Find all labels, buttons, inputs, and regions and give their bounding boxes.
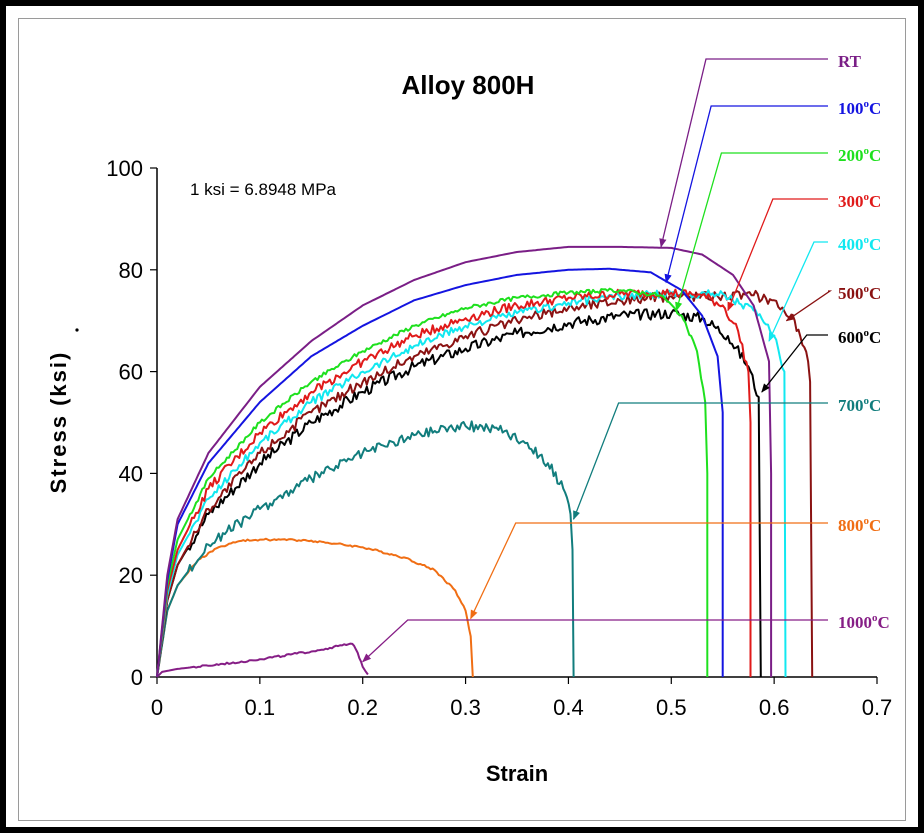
legend-label-300°C: 300oC [838, 191, 881, 211]
x-tick-label: 0.5 [656, 695, 687, 720]
chart-area-border [18, 18, 906, 821]
y-tick-label: 20 [119, 563, 143, 588]
legend-label-1000°C: 1000oC [838, 612, 890, 632]
y-tick-label: 0 [131, 665, 143, 690]
x-tick-label: 0.6 [759, 695, 790, 720]
legend-arrow-600°C [761, 334, 828, 393]
y-tick-label: 100 [106, 156, 143, 181]
axes: 0 20 40 60 80 100 0 0.1 0.2 0.3 0.4 0.5 0.6 0.7 [106, 156, 892, 720]
x-tick-label: 0.2 [347, 695, 378, 720]
y-tick-label: 80 [119, 258, 143, 283]
legend-arrow-800°C [470, 522, 828, 620]
legend-label-500°C: 500oC [838, 283, 881, 303]
series-line-800°C [156, 537, 474, 678]
series-line-1000°C [156, 642, 369, 678]
legend-label-800°C: 800oC [838, 515, 881, 535]
y-axis-label: Stress (ksi) [46, 351, 71, 494]
x-tick-label: 0.7 [862, 695, 893, 720]
y-tick-label: 60 [119, 360, 143, 385]
legend-label-400°C: 400oC [838, 234, 881, 254]
series-line-RT [156, 245, 773, 678]
x-tick-label: 0.3 [450, 695, 481, 720]
legend-label-700°C: 700oC [838, 395, 881, 415]
legend-arrow-700°C [572, 402, 828, 521]
x-tick-label: 0.4 [553, 695, 584, 720]
legend-arrow-200°C [675, 152, 828, 312]
x-axis-label: Strain [486, 761, 548, 786]
conversion-note: 1 ksi = 6.8948 MPa [190, 180, 337, 199]
series-line-100°C [156, 267, 724, 678]
y-tick-label: 40 [119, 461, 143, 486]
legend-layer: RT 100oC 200oC 300oC 400oC 500oC 600oC 700oC 800… [75, 52, 890, 663]
legend-arrow-RT [659, 58, 828, 248]
legend-arrow-1000°C [362, 619, 828, 663]
series-line-600°C [156, 308, 762, 678]
x-tick-label: 0 [151, 695, 163, 720]
legend-label-RT: RT [838, 52, 862, 71]
series-line-300°C [156, 288, 752, 678]
legend-arrow-400°C [768, 241, 828, 342]
legend-arrow-100°C [664, 105, 828, 284]
series-line-700°C [156, 420, 575, 678]
series-line-200°C [156, 287, 709, 678]
legend-label-100°C: 100oC [838, 98, 881, 118]
x-tick-label: 0.1 [245, 695, 276, 720]
legend-label-200°C: 200oC [838, 145, 881, 165]
legend-arrow-300°C [727, 198, 828, 312]
series-layer [156, 245, 814, 678]
series-line-400°C [156, 289, 787, 678]
legend-label-600°C: 600oC [838, 327, 881, 347]
y-label-dot [75, 328, 79, 332]
chart-title: Alloy 800H [402, 70, 535, 100]
legend-arrow-500°C [785, 290, 833, 322]
